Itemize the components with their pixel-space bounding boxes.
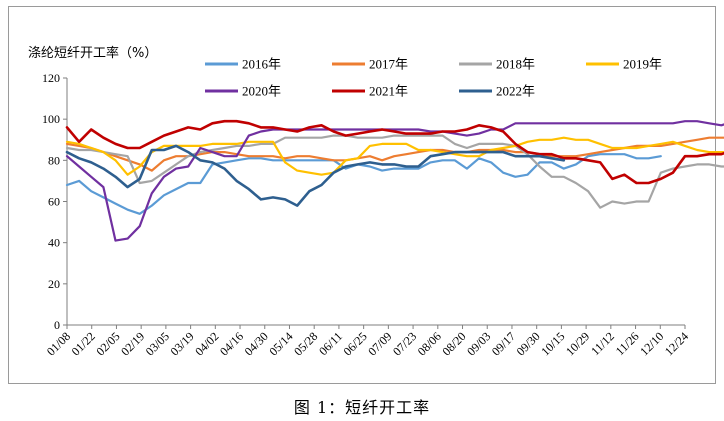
series-line-2016年	[65, 153, 662, 215]
chart-frame	[8, 6, 716, 384]
legend-item: 2020年	[205, 84, 281, 99]
y-tick-label: 60	[48, 195, 60, 209]
x-tick-label: 11/12	[588, 329, 617, 358]
line-chart: 0 20 40 60 80 100 120 01/0801/2202/0502/1903/05…	[42, 57, 724, 358]
x-tick-label: 01/22	[69, 329, 98, 358]
legend-label: 2021年	[369, 84, 408, 99]
y-tick-label: 120	[42, 71, 60, 85]
legend-item: 2018年	[459, 57, 535, 72]
x-tick-label: 04/02	[192, 329, 221, 358]
x-tick-label: 02/19	[118, 329, 147, 358]
x-tick-label: 05/14	[266, 329, 295, 358]
x-tick-label: 08/20	[439, 329, 468, 358]
series-line-2020年	[65, 120, 724, 242]
legend-label: 2018年	[496, 57, 535, 72]
x-tick-label: 05/28	[291, 329, 320, 358]
x-tick-label: 09/30	[514, 329, 543, 358]
x-tick-label: 06/25	[341, 329, 370, 358]
x-tick-label: 12/24	[662, 329, 691, 358]
x-tick-label: 02/05	[93, 329, 122, 358]
legend-label: 2022年	[496, 84, 535, 99]
x-tick-label: 01/08	[44, 329, 73, 358]
x-tick-label: 10/15	[538, 329, 567, 358]
series-line-2022年	[65, 144, 566, 207]
x-tick-label: 09/03	[464, 329, 493, 358]
x-tick-label: 12/10	[637, 329, 666, 358]
series-line-2019年	[65, 136, 724, 176]
x-tick-label: 07/23	[390, 329, 419, 358]
y-tick-label: 40	[48, 236, 60, 250]
series-line-2021年	[65, 119, 724, 185]
chart-title: 涤纶短纤开工率（%）	[28, 46, 158, 61]
y-tick-label: 80	[48, 153, 60, 167]
x-tick-label: 08/06	[415, 329, 444, 358]
legend-item: 2021年	[332, 84, 408, 99]
legend-label: 2020年	[242, 84, 281, 99]
y-tick-label: 20	[48, 277, 60, 291]
series-line-2018年	[65, 134, 724, 209]
legend-item: 2019年	[586, 57, 662, 72]
y-tick-label: 100	[42, 112, 60, 126]
x-tick-label: 10/29	[563, 329, 592, 358]
x-tick-label: 03/05	[143, 329, 172, 358]
x-tick-label: 11/26	[613, 329, 642, 358]
legend-item: 2022年	[459, 84, 535, 99]
x-tick-label: 03/19	[167, 329, 196, 358]
x-tick-label: 04/16	[217, 329, 246, 358]
legend-item: 2017年	[332, 57, 408, 72]
y-tick-label: 0	[54, 318, 60, 332]
legend-label: 2017年	[369, 57, 408, 72]
legend-item: 2016年	[205, 57, 281, 72]
x-tick-label: 07/09	[365, 329, 394, 358]
x-tick-label: 06/11	[316, 329, 345, 358]
x-tick-label: 09/17	[489, 329, 518, 358]
legend-label: 2019年	[623, 57, 662, 72]
legend: 2016年 2017年 2018年 2019年 2020年 2021年 2022年	[205, 57, 662, 99]
x-tick-label: 04/30	[242, 329, 271, 358]
figure-caption: 图 1：短纤开工率	[293, 398, 431, 417]
legend-label: 2016年	[242, 57, 281, 72]
series-lines	[65, 119, 724, 242]
